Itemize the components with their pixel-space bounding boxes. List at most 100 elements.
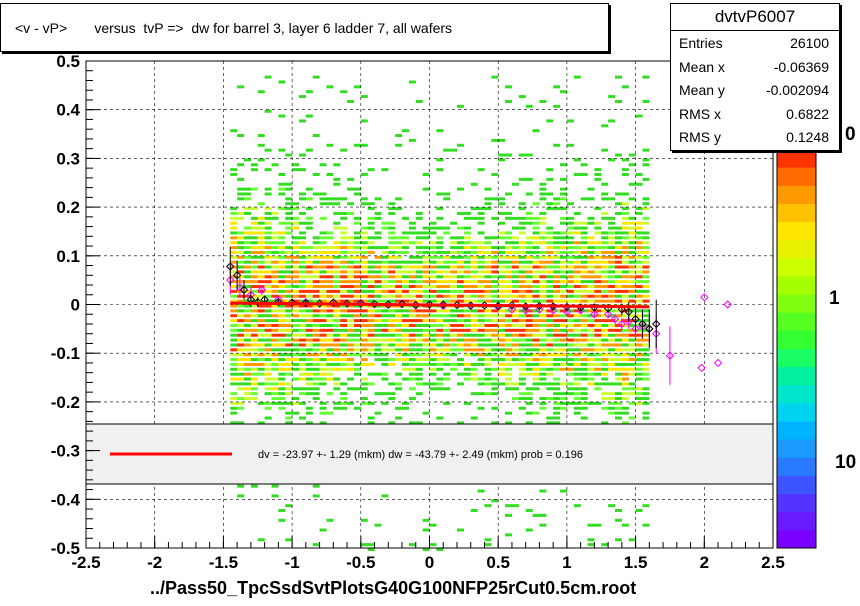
heatmap-cell	[264, 382, 272, 386]
heatmap-cell	[635, 323, 643, 327]
heatmap-cell	[601, 338, 609, 342]
heatmap-cell	[635, 250, 643, 254]
heatmap-cell	[456, 246, 464, 250]
heatmap-cell	[422, 343, 430, 347]
heatmap-cell	[505, 260, 513, 264]
heatmap-cell	[505, 411, 513, 415]
heatmap-cell	[628, 289, 636, 293]
heatmap-cell	[278, 221, 286, 225]
heatmap-cell	[230, 377, 238, 381]
heatmap-cell	[298, 270, 306, 274]
heatmap-cell	[525, 250, 533, 254]
heatmap-cell	[470, 348, 478, 352]
heatmap-cell	[560, 275, 568, 279]
heatmap-cell	[560, 294, 568, 298]
heatmap-cell	[353, 192, 361, 196]
heatmap-cell	[285, 367, 293, 371]
heatmap-cell	[491, 367, 499, 371]
heatmap-cell	[518, 367, 526, 371]
heatmap-cell	[505, 285, 513, 289]
heatmap-cell	[525, 285, 533, 289]
heatmap-cell	[298, 95, 306, 99]
heatmap-cell	[553, 299, 561, 303]
heatmap-cell	[388, 270, 396, 274]
heatmap-cell	[402, 265, 410, 269]
y-tick-label: 0.4	[56, 101, 80, 120]
heatmap-cell	[278, 353, 286, 357]
heatmap-cell	[257, 275, 265, 279]
heatmap-cell	[292, 168, 300, 172]
heatmap-cell	[525, 260, 533, 264]
heatmap-cell	[408, 231, 416, 235]
heatmap-cell	[326, 411, 334, 415]
heatmap-cell	[340, 246, 348, 250]
heatmap-cell	[456, 358, 464, 362]
heatmap-cell	[532, 377, 540, 381]
heatmap-cell	[484, 323, 492, 327]
heatmap-cell	[539, 280, 547, 284]
heatmap-cell	[237, 338, 245, 342]
heatmap-cell	[237, 494, 245, 498]
heatmap-cell	[635, 173, 643, 177]
heatmap-cell	[456, 143, 464, 147]
heatmap-cell	[388, 246, 396, 250]
heatmap-cell	[340, 280, 348, 284]
heatmap-cell	[244, 309, 252, 313]
heatmap-cell	[436, 168, 444, 172]
heatmap-cell	[319, 294, 327, 298]
heatmap-cell	[298, 348, 306, 352]
heatmap-cell	[271, 348, 279, 352]
heatmap-cell	[566, 314, 574, 318]
heatmap-cell	[635, 328, 643, 332]
heatmap-cell	[298, 255, 306, 259]
heatmap-cell	[525, 104, 533, 108]
heatmap-cell	[422, 353, 430, 357]
heatmap-cell	[285, 323, 293, 327]
heatmap-cell	[553, 358, 561, 362]
heatmap-cell	[367, 416, 375, 420]
heatmap-cell	[614, 255, 622, 259]
heatmap-cell	[319, 241, 327, 245]
heatmap-cell	[594, 265, 602, 269]
heatmap-cell	[635, 338, 643, 342]
heatmap-cell	[498, 289, 506, 293]
heatmap-cell	[415, 285, 423, 289]
y-tick-label: -0.5	[51, 539, 80, 558]
heatmap-cell	[237, 187, 245, 191]
heatmap-cell	[456, 285, 464, 289]
heatmap-cell	[292, 387, 300, 391]
heatmap-cell	[525, 338, 533, 342]
heatmap-cell	[360, 265, 368, 269]
heatmap-cell	[587, 260, 595, 264]
heatmap-cell	[594, 177, 602, 181]
heatmap-cell	[628, 197, 636, 201]
heatmap-cell	[395, 353, 403, 357]
heatmap-cell	[285, 226, 293, 230]
heatmap-cell	[250, 358, 258, 362]
heatmap-cell	[422, 187, 430, 191]
heatmap-cell	[525, 421, 533, 425]
heatmap-cell	[525, 211, 533, 215]
heatmap-cell	[463, 211, 471, 215]
heatmap-cell	[347, 202, 355, 206]
heatmap-cell	[628, 333, 636, 337]
heatmap-cell	[553, 143, 561, 147]
heatmap-cell	[608, 265, 616, 269]
heatmap-cell	[312, 372, 320, 376]
heatmap-cell	[250, 377, 258, 381]
heatmap-cell	[484, 260, 492, 264]
heatmap-cell	[642, 280, 650, 284]
heatmap-cell	[642, 392, 650, 396]
heatmap-cell	[553, 236, 561, 240]
heatmap-cell	[264, 187, 272, 191]
heatmap-cell	[319, 270, 327, 274]
heatmap-cell	[257, 216, 265, 220]
heatmap-cell	[518, 250, 526, 254]
heatmap-cell	[491, 75, 499, 79]
heatmap-cell	[395, 207, 403, 211]
heatmap-cell	[340, 333, 348, 337]
heatmap-cell	[498, 294, 506, 298]
profile-black-point	[370, 299, 379, 309]
heatmap-cell	[635, 236, 643, 240]
heatmap-cell	[525, 323, 533, 327]
